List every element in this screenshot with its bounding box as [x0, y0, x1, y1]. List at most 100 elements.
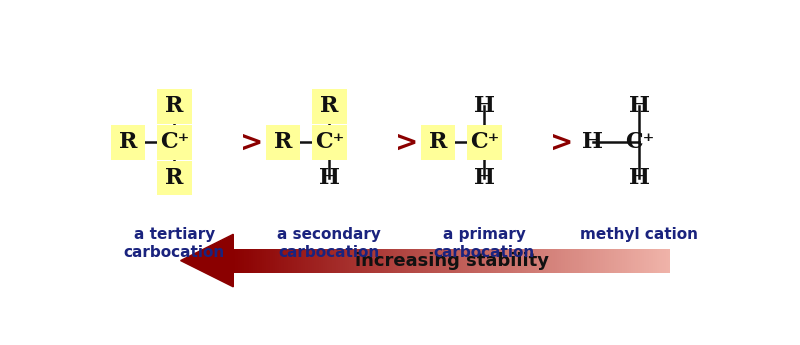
Bar: [338, 249, 340, 273]
Bar: [250, 249, 253, 273]
Bar: [413, 249, 414, 273]
Bar: [640, 249, 642, 273]
Text: R: R: [320, 96, 338, 118]
Bar: [277, 249, 279, 273]
Bar: [596, 249, 598, 273]
Bar: [662, 249, 664, 273]
Bar: [518, 249, 520, 273]
Bar: [502, 249, 504, 273]
Bar: [590, 249, 592, 273]
Text: R: R: [274, 131, 292, 153]
Text: H: H: [582, 131, 603, 153]
Bar: [422, 249, 423, 273]
Bar: [495, 249, 498, 273]
Bar: [559, 249, 561, 273]
Bar: [318, 249, 321, 273]
Bar: [417, 249, 419, 273]
Bar: [578, 249, 581, 273]
Bar: [273, 249, 275, 273]
Bar: [373, 249, 375, 273]
Bar: [234, 249, 235, 273]
Text: increasing stability: increasing stability: [355, 252, 549, 269]
Bar: [316, 249, 318, 273]
Text: H: H: [319, 167, 340, 189]
Bar: [336, 249, 338, 273]
Bar: [664, 249, 666, 273]
Bar: [566, 249, 568, 273]
Bar: [238, 249, 240, 273]
Bar: [583, 249, 585, 273]
Bar: [616, 249, 618, 273]
Bar: [258, 249, 259, 273]
Bar: [438, 249, 441, 273]
Bar: [610, 249, 611, 273]
Bar: [428, 249, 430, 273]
Bar: [504, 249, 506, 273]
Bar: [299, 249, 301, 273]
Bar: [430, 249, 432, 273]
Bar: [382, 249, 384, 273]
Bar: [644, 249, 646, 273]
Bar: [520, 249, 522, 273]
Bar: [598, 249, 601, 273]
Bar: [574, 249, 577, 273]
Bar: [369, 249, 371, 273]
Bar: [358, 249, 360, 273]
Bar: [587, 249, 590, 273]
Bar: [539, 249, 542, 273]
Bar: [572, 249, 574, 273]
Bar: [533, 249, 535, 273]
Bar: [408, 249, 410, 273]
Bar: [494, 249, 495, 273]
Bar: [268, 249, 270, 273]
Bar: [537, 249, 539, 273]
Bar: [275, 249, 277, 273]
Bar: [235, 249, 238, 273]
Bar: [443, 249, 446, 273]
Bar: [446, 249, 447, 273]
Bar: [342, 249, 345, 273]
Bar: [393, 249, 395, 273]
Bar: [323, 249, 325, 273]
Bar: [351, 249, 354, 273]
Bar: [380, 249, 382, 273]
Bar: [500, 249, 502, 273]
Bar: [423, 249, 426, 273]
Bar: [330, 249, 332, 273]
Bar: [290, 249, 292, 273]
Bar: [434, 249, 437, 273]
Bar: [626, 249, 629, 273]
Bar: [548, 249, 550, 273]
Bar: [467, 249, 470, 273]
Bar: [642, 249, 644, 273]
Bar: [649, 249, 650, 273]
FancyBboxPatch shape: [467, 125, 502, 160]
Bar: [362, 249, 365, 273]
Bar: [371, 249, 373, 273]
Bar: [629, 249, 631, 273]
Text: a secondary
carbocation: a secondary carbocation: [278, 227, 382, 260]
Bar: [542, 249, 544, 273]
Bar: [524, 249, 526, 273]
Bar: [522, 249, 524, 273]
Bar: [283, 249, 286, 273]
Text: H: H: [629, 167, 650, 189]
Bar: [561, 249, 563, 273]
Bar: [461, 249, 462, 273]
Bar: [489, 249, 491, 273]
Text: R: R: [166, 167, 183, 189]
Text: R: R: [118, 131, 137, 153]
Text: R: R: [166, 96, 183, 118]
Bar: [511, 249, 513, 273]
Bar: [668, 249, 670, 273]
Bar: [605, 249, 607, 273]
Bar: [570, 249, 572, 273]
Bar: [389, 249, 390, 273]
Bar: [666, 249, 668, 273]
Bar: [264, 249, 266, 273]
Text: C⁺: C⁺: [625, 131, 654, 153]
Bar: [631, 249, 634, 273]
Bar: [552, 249, 554, 273]
Bar: [458, 249, 461, 273]
Bar: [419, 249, 422, 273]
